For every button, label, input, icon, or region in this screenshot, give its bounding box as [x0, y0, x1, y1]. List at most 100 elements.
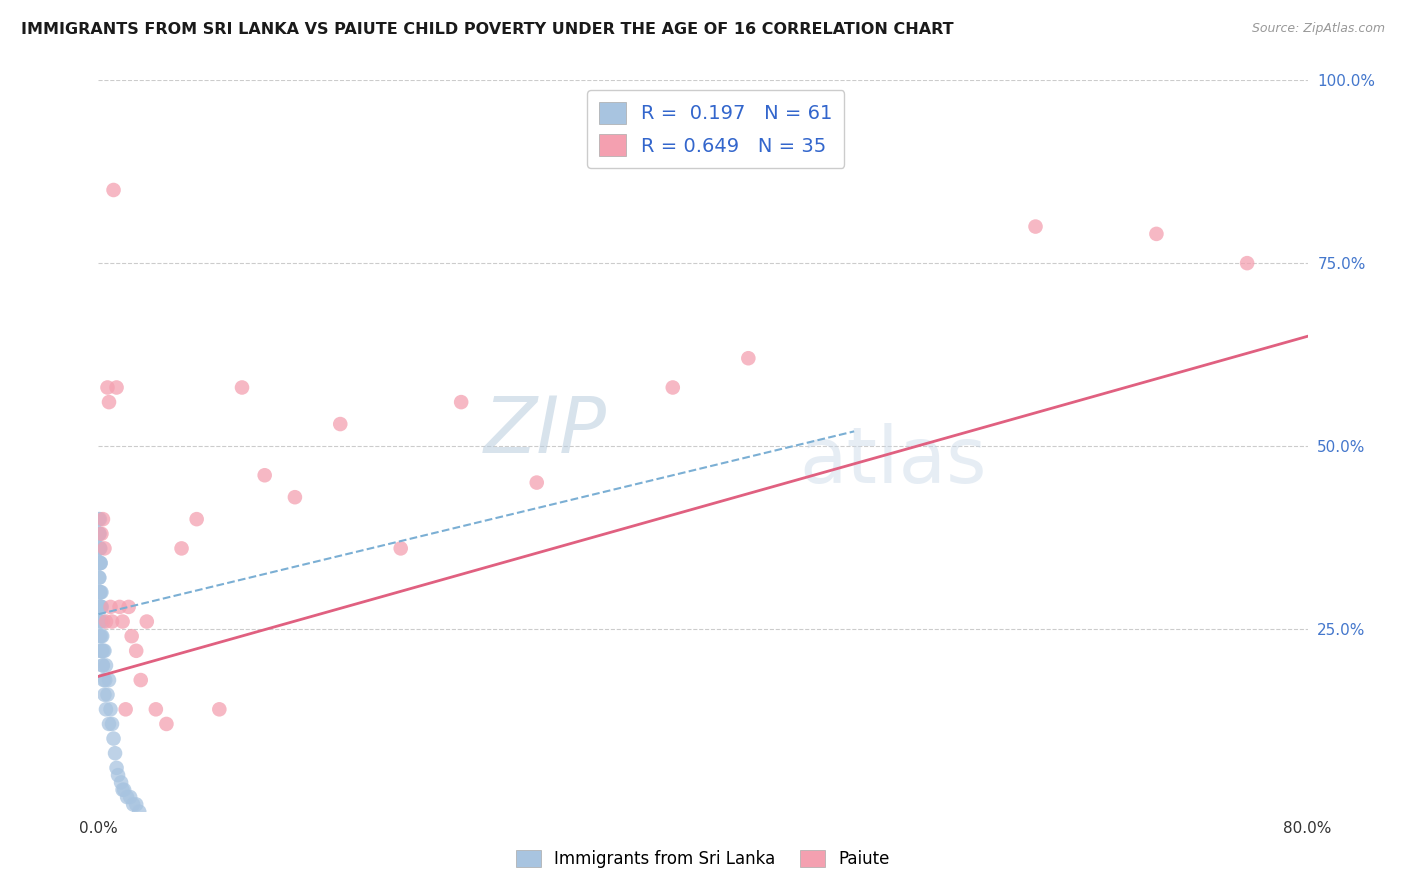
Point: [98, 673, 121, 687]
Point: [135, 615, 157, 629]
Point: [93, 541, 115, 556]
Point: [93, 688, 115, 702]
Point: [87, 571, 110, 585]
Point: [89, 556, 111, 570]
Point: [89, 556, 111, 570]
Point: [90, 599, 112, 614]
Point: [89, 585, 111, 599]
Text: atlas: atlas: [800, 423, 987, 499]
Point: [111, 782, 134, 797]
Point: [125, 797, 148, 812]
Point: [98, 717, 121, 731]
Point: [89, 526, 111, 541]
Point: [120, 790, 142, 805]
Point: [90, 526, 112, 541]
Point: [125, 644, 148, 658]
Point: [208, 702, 231, 716]
Point: [90, 644, 112, 658]
Point: [115, 790, 138, 805]
Point: [103, 183, 125, 197]
Point: [89, 615, 111, 629]
Point: [91, 629, 114, 643]
Point: [108, 599, 131, 614]
Point: [89, 585, 111, 599]
Point: [90, 556, 112, 570]
Text: Source: ZipAtlas.com: Source: ZipAtlas.com: [1251, 22, 1385, 36]
Point: [87, 644, 110, 658]
Legend: R =  0.197   N = 61, R = 0.649   N = 35: R = 0.197 N = 61, R = 0.649 N = 35: [586, 90, 845, 168]
Point: [94, 615, 117, 629]
Point: [450, 395, 472, 409]
Point: [89, 512, 111, 526]
Point: [91, 512, 114, 526]
Point: [661, 380, 683, 394]
Point: [89, 541, 111, 556]
Point: [526, 475, 548, 490]
Point: [96, 688, 118, 702]
Point: [114, 702, 136, 716]
Point: [111, 615, 134, 629]
Point: [90, 629, 112, 643]
Point: [121, 629, 143, 643]
Point: [107, 768, 129, 782]
Point: [90, 599, 112, 614]
Point: [87, 526, 110, 541]
Point: [128, 805, 150, 819]
Point: [89, 629, 111, 643]
Point: [91, 658, 114, 673]
Point: [91, 615, 114, 629]
Point: [100, 702, 122, 716]
Point: [110, 775, 132, 789]
Point: [105, 761, 128, 775]
Point: [89, 571, 111, 585]
Point: [98, 395, 121, 409]
Point: [103, 731, 125, 746]
Point: [94, 702, 117, 716]
Point: [1144, 227, 1167, 241]
Point: [145, 702, 167, 716]
Point: [253, 468, 276, 483]
Point: [89, 599, 111, 614]
Point: [284, 490, 307, 504]
Point: [90, 585, 112, 599]
Point: [129, 673, 152, 687]
Point: [89, 556, 111, 570]
Point: [104, 746, 127, 760]
Point: [170, 541, 193, 556]
Point: [1236, 256, 1258, 270]
Legend: Immigrants from Sri Lanka, Paiute: Immigrants from Sri Lanka, Paiute: [509, 843, 897, 875]
Point: [118, 599, 141, 614]
Point: [93, 644, 115, 658]
Point: [112, 782, 135, 797]
Point: [93, 644, 115, 658]
Point: [94, 673, 117, 687]
Point: [89, 526, 111, 541]
Point: [105, 380, 128, 394]
Point: [90, 599, 112, 614]
Point: [89, 599, 111, 614]
Text: ZIP: ZIP: [484, 393, 606, 469]
Point: [89, 585, 111, 599]
Point: [122, 797, 145, 812]
Point: [1024, 219, 1046, 234]
Point: [94, 658, 117, 673]
Point: [155, 717, 177, 731]
Point: [90, 585, 112, 599]
Point: [186, 512, 208, 526]
Point: [87, 541, 110, 556]
Point: [89, 541, 111, 556]
Point: [91, 658, 114, 673]
Point: [329, 417, 352, 431]
Point: [90, 644, 112, 658]
Point: [93, 673, 115, 687]
Point: [101, 717, 124, 731]
Point: [737, 351, 759, 366]
Point: [87, 512, 110, 526]
Text: IMMIGRANTS FROM SRI LANKA VS PAIUTE CHILD POVERTY UNDER THE AGE OF 16 CORRELATIO: IMMIGRANTS FROM SRI LANKA VS PAIUTE CHIL…: [21, 22, 953, 37]
Point: [89, 541, 111, 556]
Point: [89, 615, 111, 629]
Point: [101, 615, 124, 629]
Point: [389, 541, 412, 556]
Point: [89, 556, 111, 570]
Point: [96, 380, 118, 394]
